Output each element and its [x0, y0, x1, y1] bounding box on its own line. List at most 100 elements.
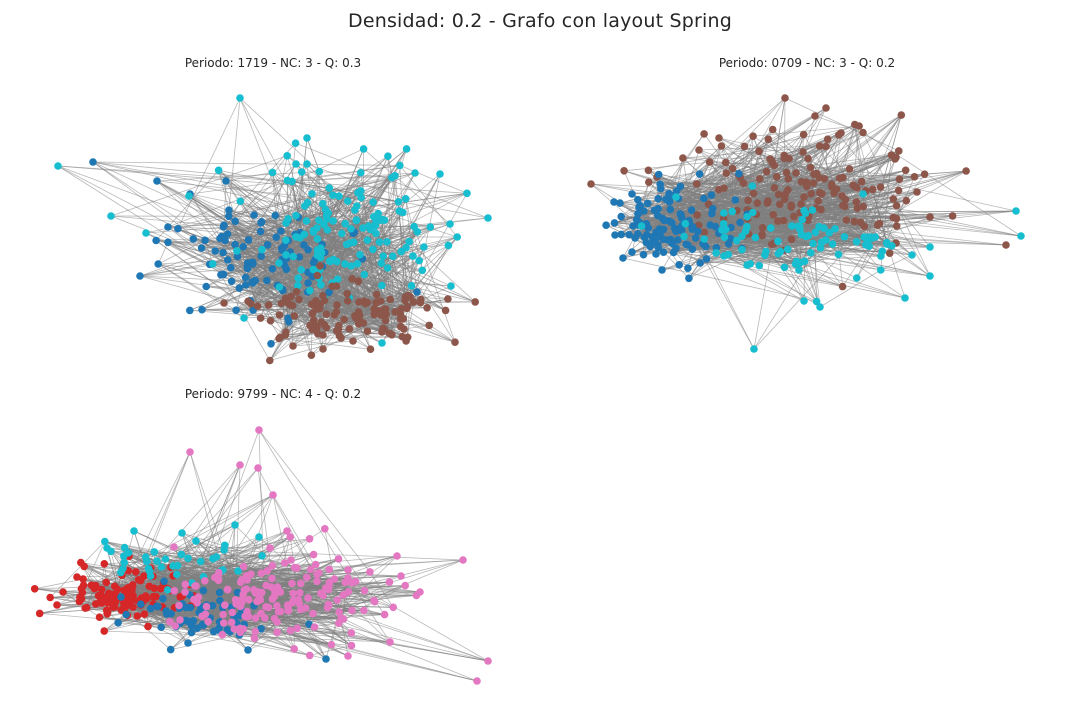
graph-node	[341, 219, 350, 228]
graph-node	[416, 298, 425, 307]
graph-node	[239, 562, 248, 571]
graph-node	[306, 565, 315, 574]
graph-node	[679, 154, 687, 162]
graph-node	[354, 277, 363, 286]
graph-node	[610, 219, 619, 227]
graph-node	[787, 235, 796, 243]
graph-node	[215, 568, 223, 577]
graph-node	[628, 190, 636, 198]
graph-node	[189, 235, 198, 243]
edge	[139, 255, 414, 277]
edge	[57, 165, 468, 194]
graph-node	[413, 228, 422, 236]
graph-node	[309, 609, 317, 618]
graph-node	[170, 587, 179, 595]
graph-node	[637, 222, 646, 230]
graph-node	[788, 222, 796, 230]
edge	[225, 172, 273, 182]
graph-node	[264, 603, 273, 612]
edge	[223, 252, 325, 304]
graph-node	[274, 607, 283, 616]
graph-node	[220, 299, 228, 307]
graph-node	[695, 146, 703, 154]
graph-node	[684, 264, 692, 273]
graph-node	[186, 448, 194, 456]
graph-node	[212, 553, 221, 561]
graph-node	[700, 194, 708, 203]
graph-node	[444, 241, 453, 250]
graph-node	[282, 251, 290, 259]
graph-node	[768, 158, 777, 167]
graph-node	[242, 585, 251, 593]
graph-node	[808, 206, 817, 214]
graph-node	[280, 559, 289, 567]
edge	[838, 134, 931, 248]
graph-node	[288, 579, 296, 588]
graph-node	[334, 325, 343, 334]
graph-node	[446, 220, 454, 228]
graph-node	[345, 325, 354, 333]
edge	[234, 524, 309, 599]
graph-node	[327, 640, 336, 649]
graph-node	[198, 612, 206, 621]
graph-node	[363, 236, 372, 244]
graph-node	[731, 196, 740, 204]
graph-node	[157, 623, 165, 631]
graph-node	[315, 167, 324, 176]
graph-node	[292, 233, 300, 241]
graph-node	[388, 173, 396, 182]
graph-node	[176, 616, 184, 624]
community-cyan-nodes	[54, 94, 492, 347]
graph-node	[780, 263, 789, 272]
graph-node	[266, 544, 274, 552]
graph-node	[196, 557, 205, 566]
graph-node	[842, 216, 851, 224]
graph-node	[316, 262, 324, 270]
graph-node	[225, 206, 233, 214]
graph-node	[256, 314, 265, 322]
edge	[405, 173, 441, 341]
edge	[156, 171, 320, 182]
edge	[291, 148, 364, 182]
graph-node	[183, 617, 192, 625]
edge	[269, 325, 311, 361]
graph-node	[140, 572, 148, 580]
graph-node	[370, 305, 378, 313]
graph-node	[178, 529, 186, 537]
graph-node	[908, 251, 916, 259]
graph-node	[838, 192, 846, 200]
graph-node	[708, 209, 716, 218]
graph-node	[152, 236, 160, 245]
edge	[34, 578, 84, 590]
graph-node	[343, 297, 352, 305]
graph-node	[223, 230, 232, 238]
graph-node	[140, 610, 149, 618]
graph-node	[654, 243, 663, 252]
graph-node	[295, 253, 304, 261]
graph-node	[343, 197, 352, 205]
graph-node	[349, 337, 357, 345]
graph-node	[383, 238, 391, 246]
graph-node	[693, 211, 701, 219]
graph-node	[227, 618, 236, 627]
graph-node	[219, 610, 227, 619]
graph-node	[404, 291, 412, 300]
edge	[91, 584, 478, 682]
graph-node	[755, 147, 763, 156]
edge	[324, 528, 349, 657]
graph-node	[667, 218, 676, 227]
graph-node	[625, 230, 633, 239]
graph-node	[397, 572, 405, 580]
graph-node	[275, 311, 284, 319]
graph-node	[768, 125, 777, 134]
graph-node	[190, 595, 198, 604]
graph-node	[380, 325, 389, 334]
graph-node	[681, 219, 690, 228]
edge	[145, 451, 191, 558]
graph-node	[812, 169, 821, 178]
graph-node	[348, 606, 356, 615]
graph-node	[372, 290, 381, 299]
graph-node	[378, 339, 386, 347]
graph-node	[95, 613, 104, 621]
graph-node	[263, 276, 271, 285]
